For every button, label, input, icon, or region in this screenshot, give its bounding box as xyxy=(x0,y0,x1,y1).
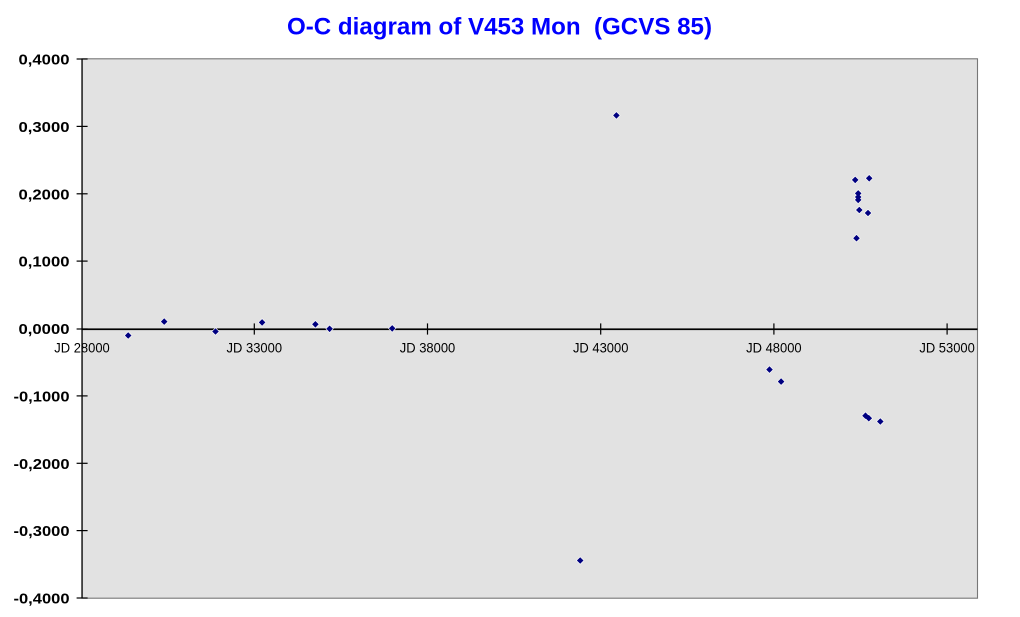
svg-text:JD 38000: JD 38000 xyxy=(400,341,456,356)
svg-text:JD 53000: JD 53000 xyxy=(919,341,975,356)
svg-text:0,4000: 0,4000 xyxy=(19,52,70,69)
svg-text:0,0000: 0,0000 xyxy=(19,321,70,338)
svg-text:JD 43000: JD 43000 xyxy=(573,341,629,356)
svg-text:0,1000: 0,1000 xyxy=(19,254,70,271)
svg-text:JD 33000: JD 33000 xyxy=(227,341,283,356)
svg-text:0,3000: 0,3000 xyxy=(19,119,70,136)
svg-text:0,2000: 0,2000 xyxy=(19,186,70,203)
svg-text:-0,4000: -0,4000 xyxy=(14,591,70,608)
svg-text:O-C diagram of V453 Mon (GCVS: O-C diagram of V453 Mon (GCVS 85) xyxy=(287,14,712,41)
svg-text:JD 28000: JD 28000 xyxy=(54,341,110,356)
svg-text:-0,2000: -0,2000 xyxy=(14,456,70,473)
svg-text:-0,1000: -0,1000 xyxy=(14,388,70,405)
svg-text:-0,3000: -0,3000 xyxy=(14,523,70,540)
svg-text:JD 48000: JD 48000 xyxy=(746,341,802,356)
